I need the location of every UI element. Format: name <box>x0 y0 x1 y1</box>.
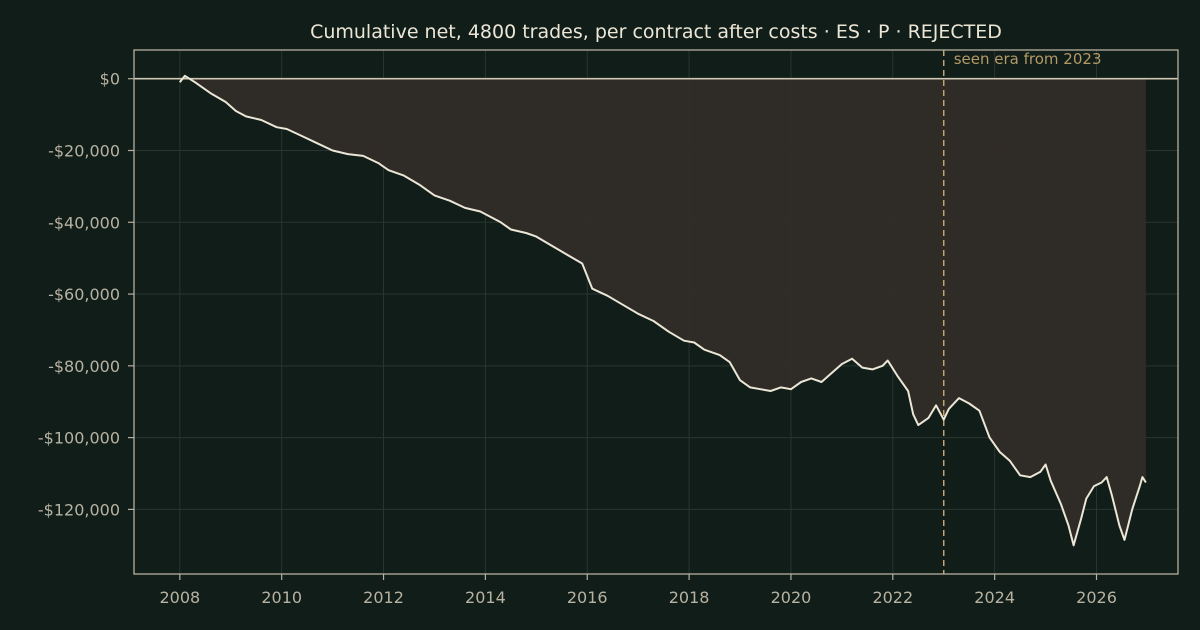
seen-era-label: seen era from 2023 <box>954 50 1102 68</box>
axes-frame <box>133 49 1179 575</box>
x-tick-label: 2012 <box>363 588 404 607</box>
x-tick-label: 2016 <box>567 588 608 607</box>
y-tick-label: -$100,000 <box>38 429 120 448</box>
drawdown-fill <box>179 75 1146 546</box>
x-tick-label: 2026 <box>1076 588 1117 607</box>
x-tick-label: 2022 <box>872 588 913 607</box>
x-tick-label: 2024 <box>974 588 1015 607</box>
y-tick-label: $0 <box>100 70 120 89</box>
y-tick-label: -$120,000 <box>38 500 120 519</box>
x-axis: 2008 2010 2012 2014 2016 2018 2020 2022 2024 2026 <box>159 574 1117 607</box>
y-axis: $0 -$20,000 -$40,000 -$60,000 -$80,000 -$100,… <box>38 70 134 519</box>
x-tick-label: 2014 <box>465 588 506 607</box>
equity-line <box>179 74 1147 547</box>
x-tick-label: 2018 <box>669 588 710 607</box>
y-tick-label: -$60,000 <box>48 285 120 304</box>
chart-title: Cumulative net, 4800 trades, per contrac… <box>310 21 1002 43</box>
x-tick-label: 2010 <box>261 588 302 607</box>
x-tick-label: 2020 <box>771 588 812 607</box>
y-tick-label: -$80,000 <box>48 357 120 376</box>
x-tick-label: 2008 <box>159 588 200 607</box>
y-tick-label: -$40,000 <box>48 213 120 232</box>
y-tick-label: -$20,000 <box>48 141 120 160</box>
